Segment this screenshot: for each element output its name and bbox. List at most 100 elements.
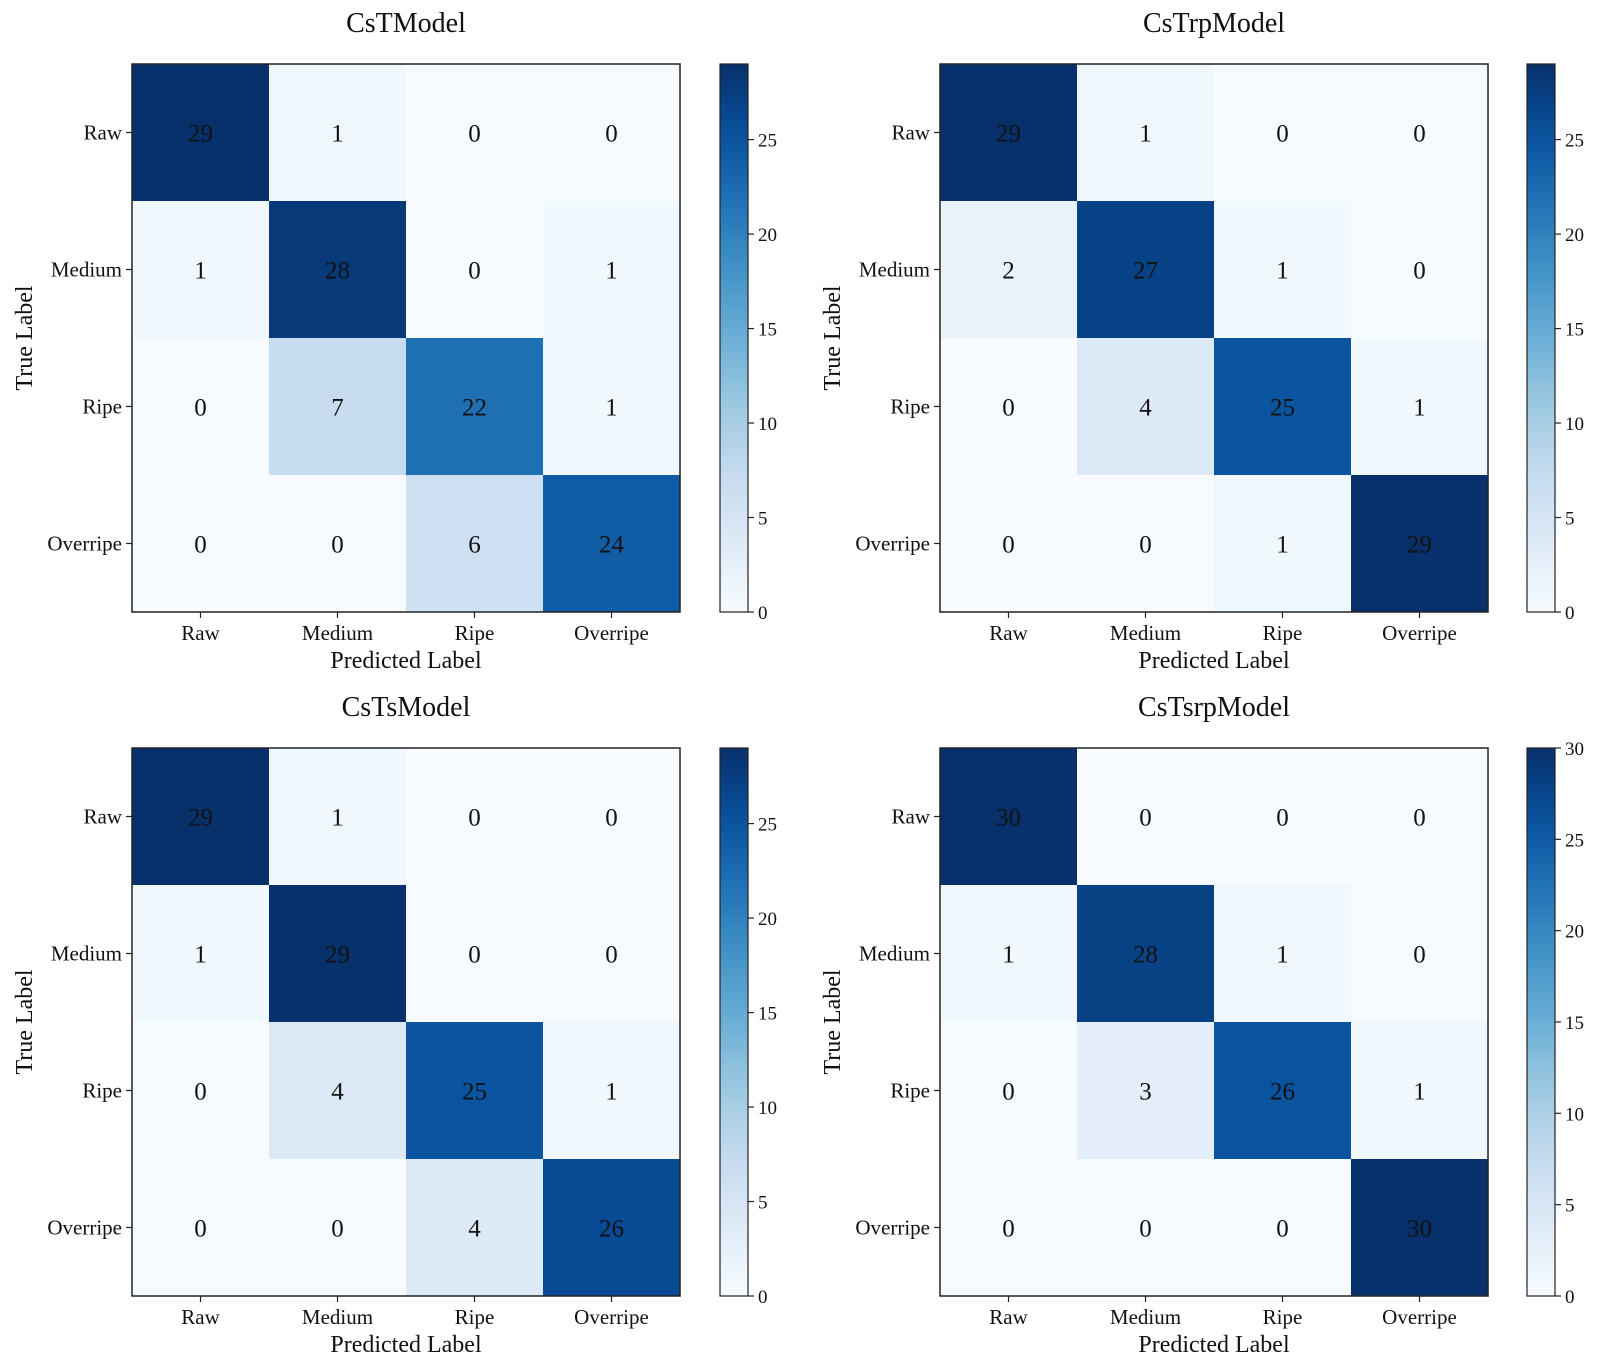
heatmap-cell	[940, 1159, 1078, 1297]
heatmap-cell	[269, 885, 407, 1023]
cell-value-label: 1	[605, 395, 618, 422]
y-axis-label: True Label	[820, 285, 846, 390]
colorbar-tick-label: 5	[1565, 1196, 1575, 1217]
colorbar-tick-label: 0	[1565, 1287, 1575, 1308]
cell-value-label: 1	[1413, 1079, 1426, 1106]
colorbar-tick-label: 15	[758, 1004, 777, 1025]
cell-value-label: 4	[468, 1216, 481, 1243]
colorbar-tick-label: 25	[758, 131, 777, 152]
cell-value-label: 0	[468, 258, 481, 285]
x-tick-label: Medium	[1110, 1305, 1181, 1329]
x-axis-label: Predicted Label	[1138, 1332, 1290, 1358]
heatmap-cell	[132, 1159, 270, 1297]
chart-title: CsTsModel	[342, 692, 471, 723]
heatmap-cell	[132, 338, 270, 476]
colorbar-tick-label: 10	[1565, 414, 1584, 435]
colorbar-tick-label: 0	[1565, 603, 1575, 624]
cell-value-label: 27	[1133, 258, 1158, 285]
cell-value-label: 0	[1413, 121, 1426, 148]
cell-value-label: 0	[194, 532, 207, 559]
heatmap-cell	[406, 885, 544, 1023]
colorbar-tick-label: 0	[758, 1287, 768, 1308]
heatmap-cell	[132, 748, 270, 886]
heatmap-cell	[269, 1159, 407, 1297]
heatmap-cell	[1351, 1022, 1489, 1160]
heatmap-cell	[1077, 64, 1215, 202]
heatmap-cell	[940, 338, 1078, 476]
heatmap-cell	[1214, 1159, 1352, 1297]
cell-value-label: 1	[605, 258, 618, 285]
plot-frame	[939, 63, 1489, 613]
heatmap-cell	[132, 885, 270, 1023]
colorbar-tick-label: 5	[758, 1193, 768, 1214]
x-tick-label: Overripe	[574, 621, 649, 645]
y-tick-label: Raw	[84, 121, 123, 145]
heatmap-cell	[1351, 475, 1489, 613]
heatmap-cell	[543, 1159, 681, 1297]
cell-value-label: 0	[468, 942, 481, 969]
heatmap-cell	[1077, 475, 1215, 613]
cell-value-label: 1	[331, 805, 344, 832]
cell-value-label: 0	[1139, 532, 1152, 559]
y-axis-label: True Label	[12, 969, 38, 1074]
cell-value-label: 0	[1002, 1216, 1015, 1243]
x-tick-label: Ripe	[1263, 621, 1303, 645]
heatmap-cell	[1077, 748, 1215, 886]
heatmap-cell	[1351, 338, 1489, 476]
heatmap-cell	[543, 201, 681, 339]
heatmap-cell	[940, 64, 1078, 202]
cell-value-label: 0	[1139, 1216, 1152, 1243]
cell-value-label: 26	[599, 1216, 624, 1243]
cell-value-label: 25	[1270, 395, 1295, 422]
x-axis-label: Predicted Label	[1138, 648, 1290, 674]
heatmap-cell	[543, 64, 681, 202]
heatmap-cell	[1214, 475, 1352, 613]
cell-value-label: 0	[194, 1216, 207, 1243]
colorbar-tick-label: 15	[1565, 1013, 1584, 1034]
heatmap-cell	[940, 1022, 1078, 1160]
colorbar	[719, 63, 749, 613]
cell-value-label: 1	[1002, 942, 1015, 969]
cell-value-label: 29	[188, 121, 213, 148]
cell-value-label: 0	[1276, 1216, 1289, 1243]
heatmap-cell	[1214, 1022, 1352, 1160]
heatmap-cell	[543, 338, 681, 476]
colorbar-tick-label: 10	[758, 1098, 777, 1119]
colorbar-tick-label: 25	[1565, 131, 1584, 152]
x-tick-label: Raw	[181, 621, 220, 645]
cell-value-label: 1	[605, 1079, 618, 1106]
heatmap-cell	[1351, 64, 1489, 202]
chart-title: CsTsrpModel	[1138, 692, 1290, 723]
heatmap-cell	[1077, 885, 1215, 1023]
heatmap-cell	[543, 1022, 681, 1160]
colorbar-tick-label: 25	[758, 815, 777, 836]
cell-value-label: 1	[194, 258, 207, 285]
x-tick-label: Overripe	[574, 1305, 649, 1329]
x-tick-label: Ripe	[455, 621, 495, 645]
heatmap-cell	[406, 475, 544, 613]
colorbar	[1526, 747, 1556, 1297]
heatmap-cell	[543, 475, 681, 613]
y-axis-label: True Label	[820, 969, 846, 1074]
y-tick-label: Medium	[859, 942, 930, 966]
colorbar-tick-label: 0	[758, 603, 768, 624]
cell-value-label: 25	[462, 1079, 487, 1106]
cell-value-label: 1	[1139, 121, 1152, 148]
cell-value-label: 0	[1139, 805, 1152, 832]
heatmap-cell	[269, 1022, 407, 1160]
cell-value-label: 2	[1002, 258, 1015, 285]
x-tick-label: Ripe	[1263, 1305, 1303, 1329]
colorbar-tick-label: 15	[1565, 320, 1584, 341]
colorbar-tick-label: 5	[1565, 509, 1575, 530]
y-tick-label: Overripe	[47, 532, 122, 556]
heatmap-cell	[1077, 1022, 1215, 1160]
heatmap-cell	[543, 885, 681, 1023]
y-tick-label: Ripe	[890, 1079, 930, 1103]
colorbar-tick-label: 20	[758, 225, 777, 246]
heatmap-cell	[269, 64, 407, 202]
heatmap-cell	[1351, 748, 1489, 886]
heatmap-cell	[269, 338, 407, 476]
